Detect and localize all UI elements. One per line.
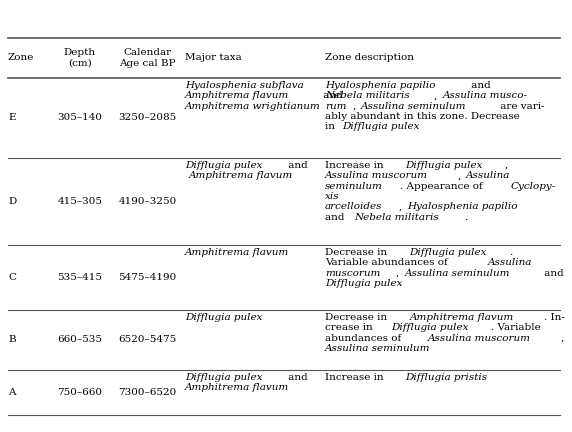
Text: Difflugia pristis: Difflugia pristis xyxy=(405,373,487,382)
Text: Decrease in: Decrease in xyxy=(325,313,390,322)
Text: abundances of: abundances of xyxy=(325,334,404,343)
Text: and: and xyxy=(467,81,490,90)
Text: 3250–2085: 3250–2085 xyxy=(118,114,177,123)
Text: ,: , xyxy=(434,91,441,100)
Text: Difflugia pulex: Difflugia pulex xyxy=(185,313,263,322)
Text: Assulina muscorum: Assulina muscorum xyxy=(428,334,531,343)
Text: rum: rum xyxy=(325,102,347,111)
Text: Assulina: Assulina xyxy=(466,172,511,180)
Text: Increase in: Increase in xyxy=(325,373,387,382)
Text: 7300–6520: 7300–6520 xyxy=(118,388,177,397)
Text: Hyalosphenia papilio: Hyalosphenia papilio xyxy=(408,203,518,211)
Text: Difflugia pulex: Difflugia pulex xyxy=(325,279,403,288)
Text: and: and xyxy=(541,269,564,278)
Text: C: C xyxy=(8,273,16,282)
Text: Zone: Zone xyxy=(8,54,34,63)
Text: Hyalosphenia subflava: Hyalosphenia subflava xyxy=(185,81,304,90)
Text: Hyalosphenia papilio: Hyalosphenia papilio xyxy=(325,81,435,90)
Text: 750–660: 750–660 xyxy=(58,388,102,397)
Text: Amphitrema flavum: Amphitrema flavum xyxy=(189,172,293,180)
Text: Zone description: Zone description xyxy=(325,54,414,63)
Text: arcelloides: arcelloides xyxy=(325,203,383,211)
Text: 6520–5475: 6520–5475 xyxy=(118,336,177,344)
Text: . In-: . In- xyxy=(544,313,565,322)
Text: 305–140: 305–140 xyxy=(58,114,102,123)
Text: muscorum: muscorum xyxy=(325,269,380,278)
Text: Assulina: Assulina xyxy=(487,258,532,267)
Text: . Variable: . Variable xyxy=(491,323,541,332)
Text: and: and xyxy=(320,91,342,100)
Text: Amphitrema flavum: Amphitrema flavum xyxy=(185,91,289,100)
Text: Depth
(cm): Depth (cm) xyxy=(64,48,96,68)
Text: 660–535: 660–535 xyxy=(58,336,102,344)
Text: Amphitrema flavum: Amphitrema flavum xyxy=(185,383,289,392)
Text: ,: , xyxy=(561,334,564,343)
Text: B: B xyxy=(8,336,15,344)
Text: Assulina seminulum: Assulina seminulum xyxy=(405,269,510,278)
Text: ,: , xyxy=(505,161,508,170)
Text: Calendar
Age cal BP: Calendar Age cal BP xyxy=(119,48,176,68)
Text: Nebela militaris: Nebela militaris xyxy=(355,213,439,222)
Text: A: A xyxy=(8,388,15,397)
Text: D: D xyxy=(8,197,16,206)
Text: Cyclopy-: Cyclopy- xyxy=(511,182,556,191)
Text: Increase in: Increase in xyxy=(325,161,387,170)
Text: and: and xyxy=(325,213,348,222)
Text: in: in xyxy=(325,122,338,131)
Text: crease in: crease in xyxy=(325,323,376,332)
Text: Difflugia pulex: Difflugia pulex xyxy=(410,248,487,257)
Text: .: . xyxy=(509,248,513,257)
Text: are vari-: are vari- xyxy=(497,102,545,111)
Text: xis: xis xyxy=(325,192,340,201)
Text: ,: , xyxy=(399,203,406,211)
Text: Amphitrema flavum: Amphitrema flavum xyxy=(410,313,514,322)
Text: Difflugia pulex: Difflugia pulex xyxy=(185,161,263,170)
Text: .: . xyxy=(464,213,467,222)
Text: Assulina muscorum: Assulina muscorum xyxy=(325,172,428,180)
Text: Assulina musco-: Assulina musco- xyxy=(443,91,528,100)
Text: . Appearance of: . Appearance of xyxy=(400,182,486,191)
Text: and: and xyxy=(285,161,308,170)
Text: ably abundant in this zone. Decrease: ably abundant in this zone. Decrease xyxy=(325,112,520,121)
Text: ,: , xyxy=(353,102,359,111)
Text: 535–415: 535–415 xyxy=(58,273,102,282)
Text: Difflugia pulex: Difflugia pulex xyxy=(405,161,482,170)
Text: Amphitrema wrightianum: Amphitrema wrightianum xyxy=(185,102,321,111)
Text: 4190–3250: 4190–3250 xyxy=(118,197,177,206)
Text: 415–305: 415–305 xyxy=(58,197,102,206)
Text: Amphitrema flavum: Amphitrema flavum xyxy=(185,248,289,257)
Text: Difflugia pulex: Difflugia pulex xyxy=(391,323,468,332)
Text: Major taxa: Major taxa xyxy=(185,54,242,63)
Text: ,: , xyxy=(396,269,403,278)
Text: Difflugia pulex: Difflugia pulex xyxy=(342,122,420,131)
Text: Variable abundances of: Variable abundances of xyxy=(325,258,451,267)
Text: Assulina seminulum: Assulina seminulum xyxy=(325,344,431,353)
Text: Nebela militaris: Nebela militaris xyxy=(325,91,410,100)
Text: 5475–4190: 5475–4190 xyxy=(118,273,177,282)
Text: seminulum: seminulum xyxy=(325,182,383,191)
Text: Difflugia pulex: Difflugia pulex xyxy=(185,373,263,382)
Text: ,: , xyxy=(458,172,464,180)
Text: Decrease in: Decrease in xyxy=(325,248,390,257)
Text: and: and xyxy=(285,373,308,382)
Text: Assulina seminulum: Assulina seminulum xyxy=(361,102,467,111)
Text: E: E xyxy=(8,114,15,123)
